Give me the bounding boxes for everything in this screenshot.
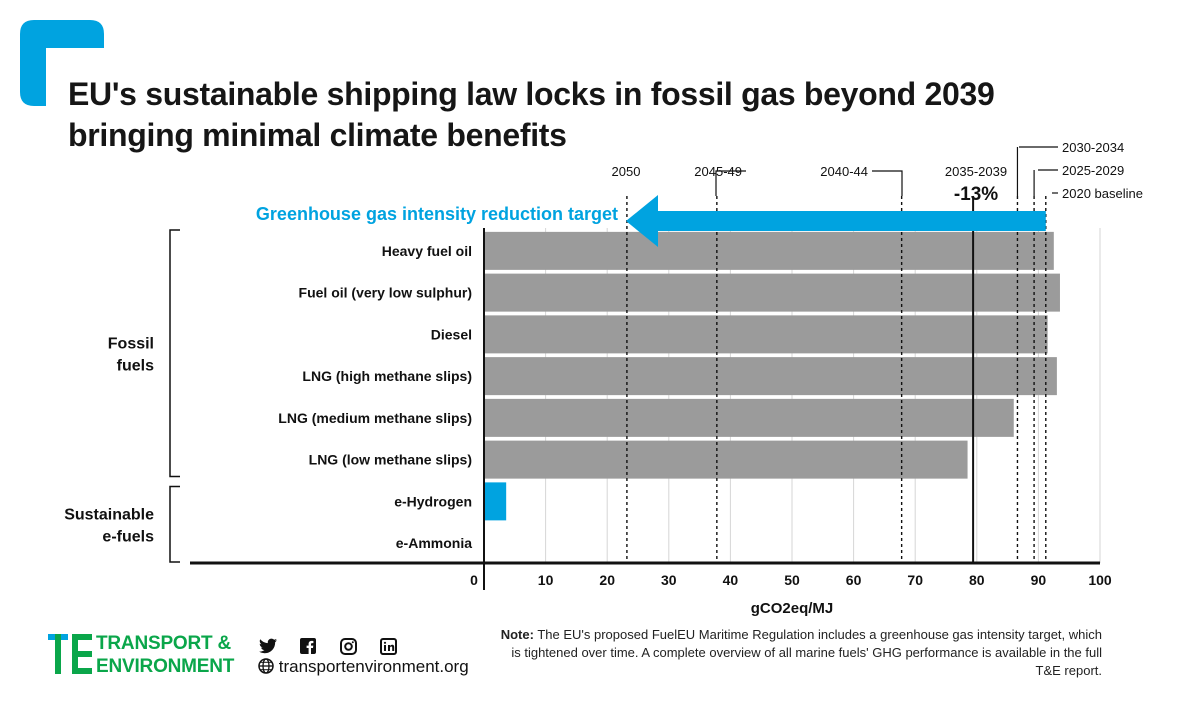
group-label: Fossil — [108, 335, 154, 352]
brand-name-line-1: TRANSPORT & — [96, 633, 232, 654]
chart-title: EU's sustainable shipping law locks in f… — [68, 74, 995, 156]
x-tick-label: 40 — [723, 572, 739, 588]
target-label: 2045-49 — [694, 164, 742, 179]
x-tick-label: 10 — [538, 572, 554, 588]
category-label: Fuel oil (very low sulphur) — [299, 285, 472, 301]
bar — [484, 315, 1048, 354]
x-tick-label: 30 — [661, 572, 677, 588]
bar — [484, 482, 507, 521]
group-bracket — [169, 485, 180, 563]
x-tick-label: 0 — [470, 572, 478, 588]
target-arrow — [626, 195, 1046, 247]
x-tick-label: 90 — [1031, 572, 1047, 588]
linkedin-icon[interactable] — [378, 636, 398, 656]
group-bracket — [169, 229, 180, 478]
instagram-icon[interactable] — [338, 636, 358, 656]
website-text: transportenvironment.org — [278, 657, 469, 676]
website-link[interactable]: transportenvironment.org — [258, 656, 469, 678]
x-tick-label: 50 — [784, 572, 800, 588]
target-leader-line — [715, 170, 746, 196]
x-tick-label: 60 — [846, 572, 862, 588]
note-prefix: Note: — [500, 627, 534, 642]
target-label: 2025-2029 — [1062, 163, 1124, 178]
category-label: Heavy fuel oil — [382, 243, 472, 259]
x-tick-label: 20 — [599, 572, 615, 588]
target-label: 2035-2039 — [945, 164, 1007, 179]
x-tick-label: 80 — [969, 572, 985, 588]
category-label: Diesel — [431, 326, 472, 342]
category-label: LNG (low methane slips) — [309, 452, 472, 468]
group-label: e-fuels — [102, 528, 154, 545]
group-label: fuels — [117, 357, 154, 374]
brand-name-line-2: ENVIRONMENT — [96, 656, 235, 677]
title-line-1: EU's sustainable shipping law locks in f… — [68, 76, 995, 112]
brand-name: TRANSPORT & ENVIRONMENT — [96, 632, 234, 678]
corner-bracket-logo — [20, 20, 104, 106]
target-label: 2030-2034 — [1062, 140, 1124, 155]
footnote: Note: The EU's proposed FuelEU Maritime … — [490, 626, 1102, 680]
category-label: e-Ammonia — [396, 535, 472, 551]
twitter-icon[interactable] — [258, 636, 278, 656]
globe-icon — [258, 657, 279, 676]
bar — [484, 273, 1060, 312]
target-label: 2020 baseline — [1062, 186, 1143, 201]
social-links — [258, 636, 398, 656]
category-label: LNG (high methane slips) — [302, 368, 472, 384]
note-text: The EU's proposed FuelEU Maritime Regula… — [511, 627, 1102, 678]
bar — [484, 398, 1014, 437]
bar — [484, 440, 968, 479]
group-label: Sustainable — [64, 506, 154, 523]
title-line-2: bringing minimal climate benefits — [68, 117, 567, 153]
category-label: LNG (medium methane slips) — [278, 410, 472, 426]
bar — [484, 357, 1057, 396]
target-arrow-label: Greenhouse gas intensity reduction targe… — [256, 204, 618, 224]
category-label: e-Hydrogen — [394, 493, 472, 509]
x-axis-label: gCO2eq/MJ — [751, 600, 834, 617]
bar — [484, 231, 1054, 270]
facebook-icon[interactable] — [298, 636, 318, 656]
target-annotation: -13% — [954, 184, 998, 205]
target-label: 2050 — [612, 164, 641, 179]
x-tick-label: 70 — [907, 572, 923, 588]
target-label: 2040-44 — [820, 164, 868, 179]
target-leader-line — [872, 170, 903, 196]
te-logo-icon — [48, 634, 92, 674]
x-tick-label: 100 — [1088, 572, 1112, 588]
